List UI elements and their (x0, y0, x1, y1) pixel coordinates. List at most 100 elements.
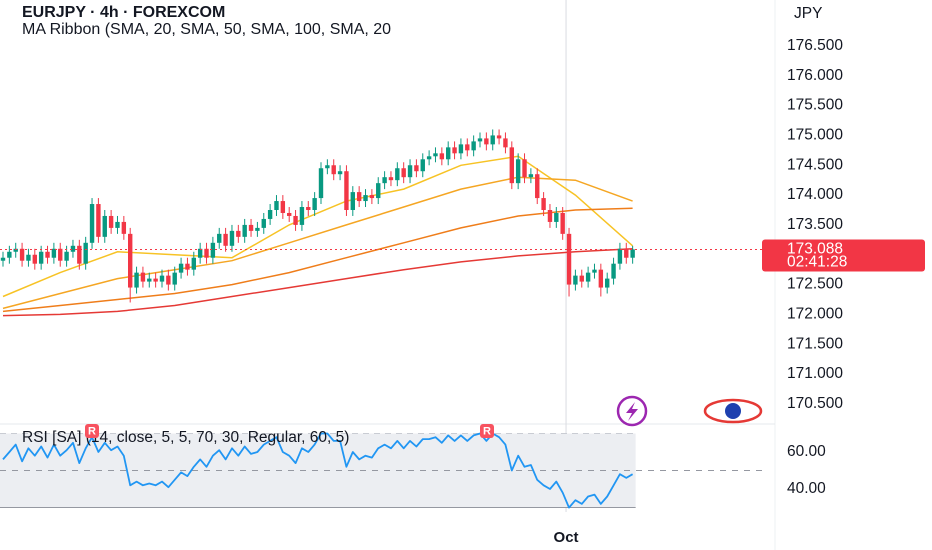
candle-body (64, 251, 69, 261)
y-tick-label: 176.000 (787, 67, 843, 84)
candle-body (267, 210, 273, 219)
rsi-badge-label: R (88, 425, 96, 437)
moving-average (2, 155, 634, 298)
candle-body (433, 153, 438, 157)
candle-body (585, 272, 591, 282)
candle-body (484, 138, 489, 145)
candle-body (630, 249, 635, 258)
candle-body (242, 224, 247, 237)
candle-body (465, 144, 470, 151)
candle-body (51, 248, 57, 258)
candle-body (185, 263, 190, 270)
rsi-badge (480, 424, 494, 438)
candle-body (407, 165, 413, 178)
moving-average (2, 207, 633, 313)
last-price-label: 173.088 (787, 241, 843, 258)
y-tick-label: 171.000 (787, 365, 843, 382)
candle-body (452, 147, 457, 154)
candle-body (38, 251, 44, 264)
candle-body (496, 135, 502, 139)
candle-body (287, 212, 292, 216)
candle-body (210, 242, 216, 258)
candle-body (0, 257, 6, 261)
candle-body (121, 221, 127, 234)
candle-body (26, 254, 31, 261)
candle-body (147, 278, 152, 282)
candle-body (306, 207, 311, 210)
candle-body (566, 233, 572, 285)
candle-body (197, 248, 203, 258)
candle-body (32, 254, 37, 264)
candle-body (7, 251, 12, 258)
candle-body (77, 245, 82, 264)
candle-body (70, 245, 76, 252)
candle-body (350, 192, 355, 210)
rsi-line (2, 432, 634, 509)
y-tick-label: 175.000 (787, 127, 843, 144)
candle-body (458, 144, 464, 154)
candle-body (19, 248, 25, 261)
candle-body (363, 195, 368, 202)
rsi-tick-label: 40.00 (787, 480, 826, 497)
candle-body (89, 204, 95, 243)
candle-body (217, 233, 222, 243)
candle-body (191, 257, 196, 270)
countdown-label: 02:41:28 (787, 254, 847, 271)
candle-body (579, 275, 584, 282)
last-price-box (762, 239, 925, 272)
candle-body (356, 192, 362, 202)
candle-body (382, 177, 387, 184)
candle-body (318, 168, 324, 199)
candle-body (414, 165, 419, 172)
candle-body (522, 159, 527, 178)
candle-body (554, 212, 559, 222)
candle-body (541, 198, 546, 210)
rsi-tick-label: 60.00 (787, 443, 826, 460)
candle-body (229, 230, 235, 246)
candle-body (592, 269, 597, 273)
candle-body (102, 215, 107, 237)
candle-body (140, 272, 146, 282)
candle-body (255, 227, 260, 231)
y-tick-label: 174.000 (787, 186, 843, 203)
candle-body (388, 177, 394, 181)
candle-body (426, 156, 432, 160)
candle-body (153, 278, 158, 282)
plot-area (0, 0, 762, 512)
candle-body (331, 165, 336, 175)
y-tick-label: 171.500 (787, 335, 843, 352)
candle-body (128, 233, 133, 288)
candle-body (490, 135, 495, 145)
candle-body (261, 218, 266, 228)
candle-body (477, 138, 483, 142)
candle-body (515, 159, 521, 184)
candle-body (509, 147, 514, 184)
candle-body (369, 195, 375, 199)
y-tick-label: 172.000 (787, 305, 843, 322)
candle-body (598, 269, 604, 288)
candle-body (45, 251, 50, 258)
candle-body (528, 174, 534, 178)
events-icon[interactable] (703, 398, 763, 424)
candle-body (503, 138, 508, 148)
candle-body (58, 248, 63, 261)
y-tick-label: 175.500 (787, 97, 843, 114)
y-tick-label: 176.500 (787, 37, 843, 54)
candle-body (83, 242, 88, 264)
candle-body (312, 198, 317, 210)
candle-body (439, 153, 445, 160)
candle-body (611, 263, 616, 279)
chart-title: EURJPY · 4h · FOREXCOM (22, 4, 225, 21)
candle-body (96, 204, 101, 237)
candle-body (159, 275, 165, 282)
y-tick-label: 170.500 (787, 395, 843, 412)
candle-body (166, 275, 171, 285)
rsi-badge-label: R (483, 425, 491, 437)
candle-body (172, 272, 177, 285)
flash-icon[interactable] (616, 395, 648, 427)
candle-body (204, 248, 209, 258)
rsi-title: RSI [SA] (14, close, 5, 5, 70, 30, Regul… (22, 429, 349, 446)
candle-body (236, 230, 241, 237)
candle-body (420, 159, 425, 172)
candle-body (325, 165, 330, 169)
